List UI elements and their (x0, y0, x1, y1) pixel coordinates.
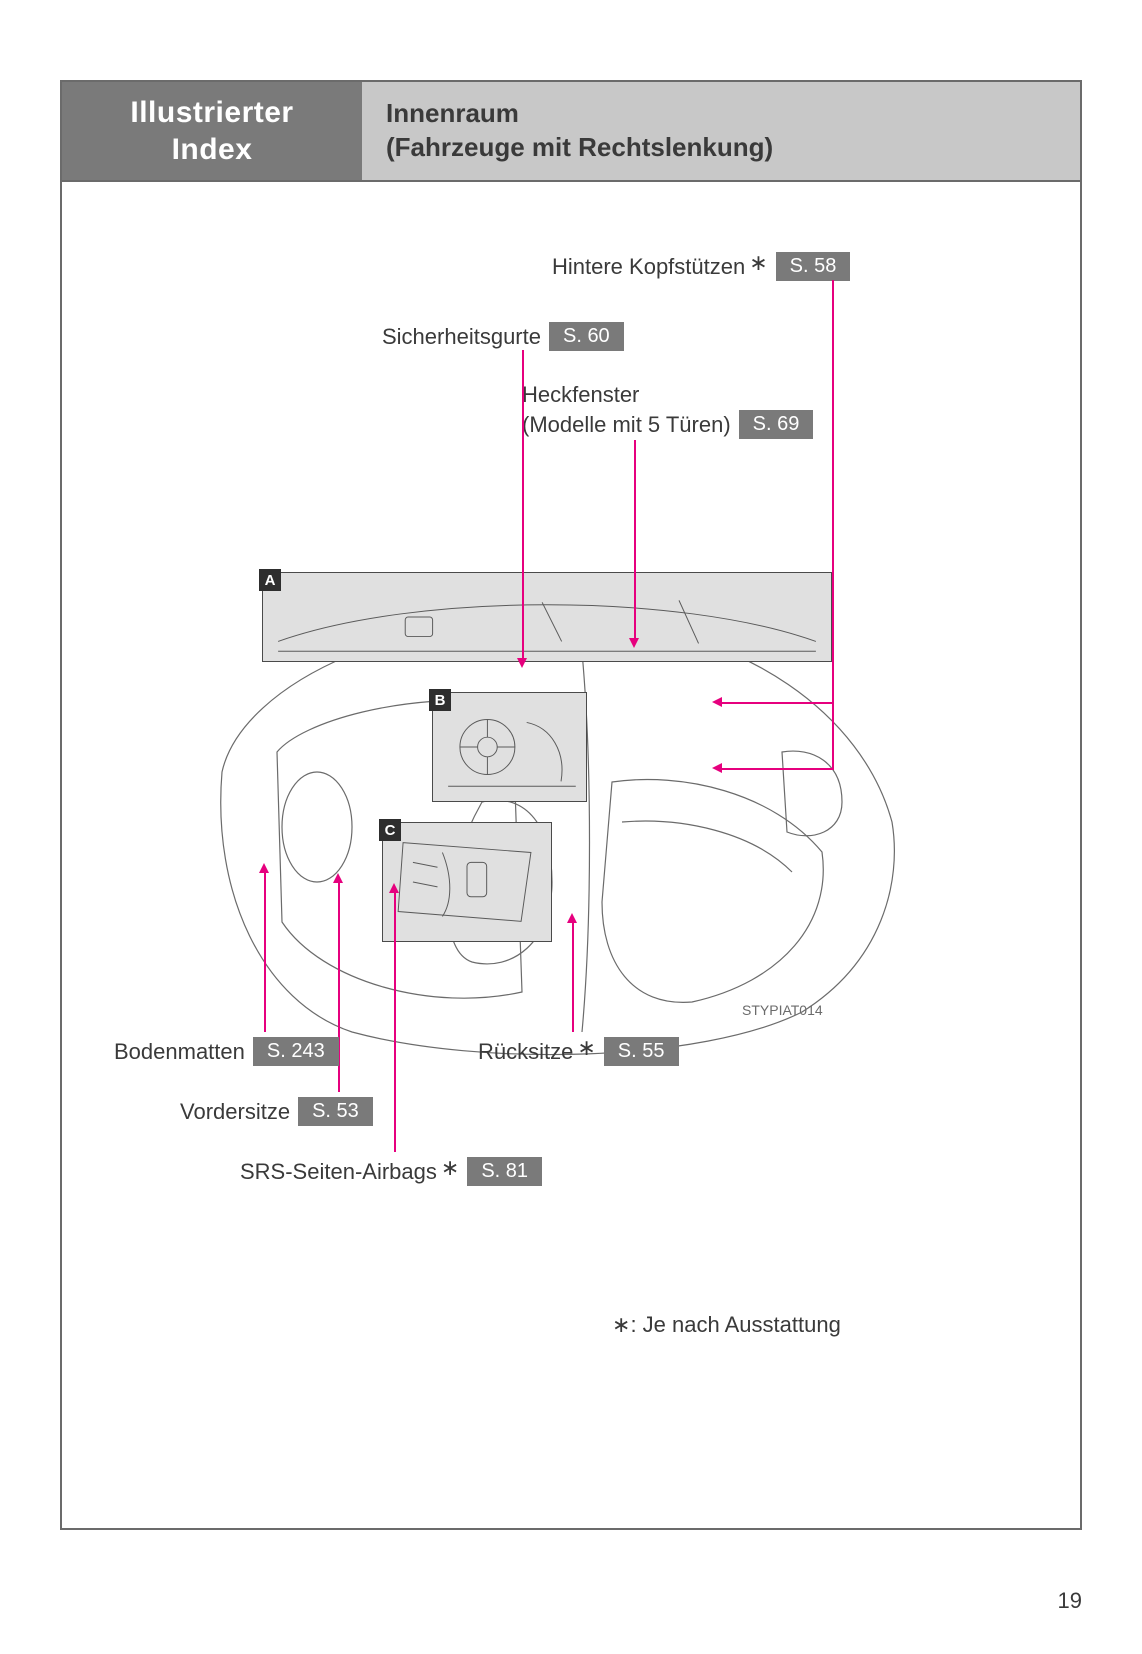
panel-b-illustration (433, 693, 586, 801)
callout-hintere-kopfstuetzen: Hintere Kopfstützen∗ S. 58 (552, 252, 850, 281)
leader-arrow-icon (333, 873, 343, 883)
page-number: 19 (1058, 1588, 1082, 1614)
footnote-star-icon: ∗ (749, 250, 767, 276)
page-badge[interactable]: S. 55 (604, 1037, 679, 1066)
leader-arrow-icon (517, 658, 527, 668)
page-frame: Illustrierter Index Innenraum (Fahrzeuge… (60, 80, 1082, 1530)
header-left-line2: Index (172, 131, 253, 169)
header-right-line2: (Fahrzeuge mit Rechtslenkung) (386, 131, 1080, 165)
leader-arrow-icon (567, 913, 577, 923)
leader-line (722, 702, 832, 704)
leader-arrow-icon (712, 697, 722, 707)
footnote-star-icon: ∗ (612, 1312, 630, 1337)
callout-label: Sicherheitsgurte (382, 324, 541, 350)
callout-label-line1: Heckfenster (522, 382, 639, 408)
diagram-panel-a: A (262, 572, 832, 662)
image-code: STYPIAT014 (742, 1002, 823, 1018)
panel-tag-a: A (259, 569, 281, 591)
leader-line (264, 872, 266, 1032)
panel-tag-b: B (429, 689, 451, 711)
leader-line (722, 768, 834, 770)
leader-line (572, 922, 574, 1032)
callout-label-line2: (Modelle mit 5 Türen) (522, 412, 731, 438)
callout-srs-airbags: SRS-Seiten-Airbags∗ S. 81 (240, 1157, 542, 1186)
header-right-line1: Innenraum (386, 97, 1080, 131)
callout-label: Vordersitze (180, 1099, 290, 1125)
diagram-panel-c: C (382, 822, 552, 942)
page-badge[interactable]: S. 243 (253, 1037, 339, 1066)
callout-label: Bodenmatten (114, 1039, 245, 1065)
callout-ruecksitze: Rücksitze∗ S. 55 (478, 1037, 679, 1066)
leader-line (522, 350, 524, 660)
leader-arrow-icon (259, 863, 269, 873)
page-badge[interactable]: S. 60 (549, 322, 624, 351)
callout-heckfenster: Heckfenster (Modelle mit 5 Türen) S. 69 (522, 382, 813, 439)
footnote-star-icon: ∗ (577, 1035, 595, 1061)
callout-sicherheitsgurte: Sicherheitsgurte S. 60 (382, 322, 624, 351)
content-area: Hintere Kopfstützen∗ S. 58 Sicherheitsgu… (62, 182, 1080, 1528)
page-badge[interactable]: S. 69 (739, 410, 814, 439)
callout-label: SRS-Seiten-Airbags (240, 1159, 437, 1185)
header-left-line1: Illustrierter (130, 94, 293, 132)
leader-arrow-icon (389, 883, 399, 893)
panel-a-illustration (263, 573, 831, 661)
leader-arrow-icon (712, 763, 722, 773)
page-badge[interactable]: S. 58 (776, 252, 851, 281)
callout-vordersitze: Vordersitze S. 53 (180, 1097, 373, 1126)
panel-tag-c: C (379, 819, 401, 841)
header-row: Illustrierter Index Innenraum (Fahrzeuge… (62, 82, 1080, 182)
leader-arrow-icon (629, 638, 639, 648)
page-badge[interactable]: S. 53 (298, 1097, 373, 1126)
callout-label: Hintere Kopfstützen (552, 254, 745, 280)
diagram-panel-b: B (432, 692, 587, 802)
callout-bodenmatten: Bodenmatten S. 243 (114, 1037, 339, 1066)
callout-label: Rücksitze (478, 1039, 573, 1065)
panel-c-illustration (383, 823, 551, 941)
header-left-box: Illustrierter Index (62, 82, 362, 180)
leader-line (394, 892, 396, 1152)
footnote: ∗: Je nach Ausstattung (612, 1312, 841, 1338)
leader-line (832, 280, 834, 770)
page-badge[interactable]: S. 81 (467, 1157, 542, 1186)
footnote-star-icon: ∗ (441, 1155, 459, 1181)
footnote-text: : Je nach Ausstattung (630, 1312, 840, 1337)
header-right-box: Innenraum (Fahrzeuge mit Rechtslenkung) (362, 82, 1080, 180)
leader-line (634, 440, 636, 640)
